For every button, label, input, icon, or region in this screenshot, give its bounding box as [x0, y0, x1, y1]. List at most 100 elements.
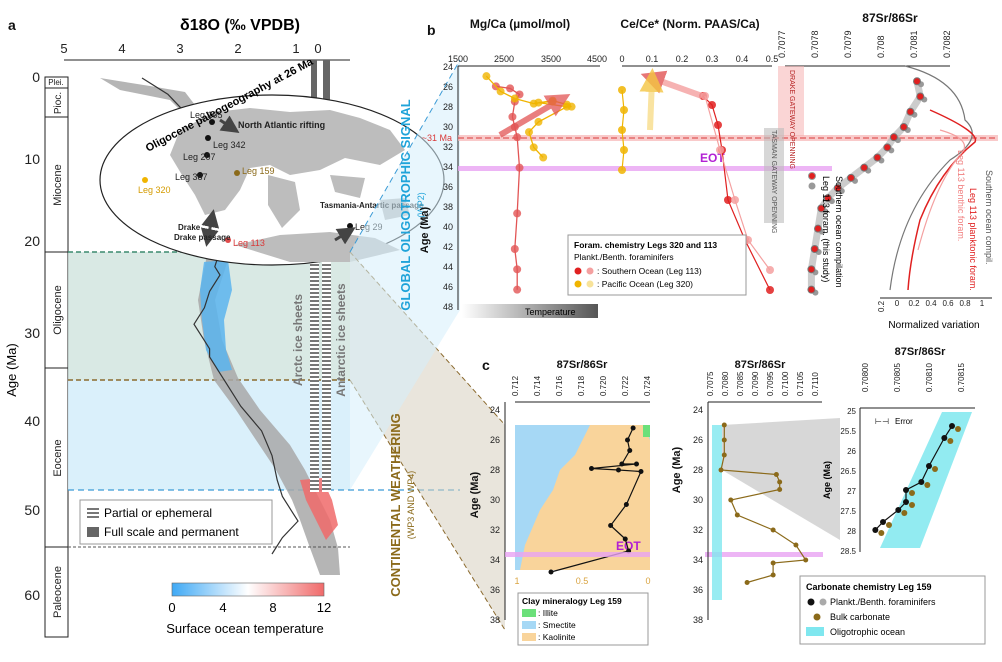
colorbar [171, 582, 325, 597]
c-ytick-34: 34 [490, 555, 500, 565]
zoom-bulk-point [878, 530, 885, 536]
zoom-wedge [722, 418, 840, 540]
bulk-carbonate-series [718, 422, 809, 585]
tasman-arrow [334, 227, 356, 245]
norm-plankt-curve [907, 109, 977, 291]
cece-point [618, 126, 626, 134]
zoom-title: 87Sr/86Sr [895, 346, 946, 358]
zoom-ytick-2: 26 [847, 447, 856, 456]
bulk-point [770, 560, 776, 566]
zoom-bulk-point [909, 502, 915, 508]
c-y-title: Age (Ma) [469, 471, 481, 518]
mgca-point [534, 117, 543, 126]
drake-label-1: Drake [178, 223, 201, 232]
bulk-point [721, 437, 727, 443]
clay-sr-series [548, 425, 644, 575]
b-y-title: Age (Ma) [419, 206, 431, 253]
kaolinite-area [520, 425, 650, 570]
bulk-point [777, 487, 783, 492]
b-legend-dot-paleyellow [586, 280, 594, 288]
mid-ytick-38: 38 [693, 615, 703, 625]
zoom-bulk-point [932, 466, 938, 472]
b-legend: Foram. chemistry Legs 320 and 113 Plankt… [567, 234, 747, 296]
zoom-ticks: 0.70800 0.70805 0.70810 0.70815 [861, 363, 966, 392]
cece-point [708, 101, 716, 109]
sr-tick-3: 0.708 [876, 35, 886, 58]
leg320-label: Leg 320 [138, 185, 171, 195]
arctic-label: Arctc ice sheets [291, 294, 305, 386]
mid-ytick-36: 36 [693, 585, 703, 595]
mgca-tick-4500: 4500 [587, 54, 607, 64]
leg342-label: Leg 342 [213, 140, 246, 150]
clay-sr-point [625, 437, 630, 443]
mgca-point [513, 133, 522, 142]
b-ytick-26: 26 [443, 82, 453, 92]
panel-a: a δ18O (‰ VPDB) 5 4 3 2 1 0 Age (Ma) 0 1… [4, 17, 460, 638]
mid-ticks: 0.7075 0.7080 0.7085 0.7090 0.7095 0.710… [706, 371, 820, 396]
clay-title: 87Sr/86Sr [557, 359, 608, 371]
cb-tick-8: 8 [269, 600, 276, 615]
clay-bottom-ticks: 1 0.5 0 [514, 576, 650, 586]
zoom-tick-1: 0.70805 [893, 363, 902, 392]
a-legend-box [79, 499, 273, 545]
clay-sr-point [623, 502, 629, 507]
norm-plankt-label: Leg 113 planktonic foram. [968, 188, 978, 291]
clay-btick-0: 0 [645, 576, 650, 586]
cece-tick-0: 0 [619, 54, 624, 64]
clay-sr-point [638, 469, 644, 474]
mid-y-title: Age (Ma) [671, 446, 683, 493]
norm-benthic-label: Leg 113 benthic foram. [956, 150, 966, 241]
clay-tick-3: 0.718 [577, 375, 586, 396]
zoom-tick-3: 0.70815 [957, 363, 966, 392]
mid-tick-7: 0.7110 [811, 372, 820, 396]
a-xtick-4: 4 [118, 41, 125, 56]
eot-band-c2 [705, 552, 823, 557]
bulk-point [803, 557, 809, 563]
zoom-ytick-7: 28.5 [840, 547, 856, 556]
wedge-line-3 [349, 59, 461, 253]
sr-point [916, 92, 925, 101]
b-legend-dot-pink [586, 267, 594, 275]
clay-tick-1: 0.714 [533, 375, 542, 396]
zoom-bulk-point [909, 490, 915, 496]
clay-sr-point [627, 448, 633, 453]
sr-point [823, 194, 832, 203]
mgca-point [515, 163, 524, 172]
mgca-point [534, 98, 543, 107]
zoom-y-ticks: 25 25.5 26 26.5 27 27.5 28 28.5 [840, 407, 856, 556]
b-ytick-44: 44 [443, 262, 453, 272]
clay-tick-4: 0.720 [599, 375, 608, 396]
mid-tick-0: 0.7075 [706, 371, 715, 396]
carb-dot-black [807, 598, 815, 606]
eot-label-b: EOT [700, 151, 725, 165]
b-ytick-46: 46 [443, 282, 453, 292]
temperature-label: Temperature [525, 307, 576, 317]
leg207-label: Leg 207 [183, 152, 216, 162]
sr-point [899, 123, 908, 131]
leg387-label: Leg 387 [175, 172, 208, 182]
cece-point [724, 196, 732, 204]
mgca-ticks: 1500 2500 3500 4500 [448, 54, 607, 64]
b-side-title: GLOBAL OLIGOTROPHIC SIGNAL [398, 99, 413, 310]
eocene-warm-shade [300, 478, 338, 540]
legend-full-swatch [87, 527, 99, 537]
norm-compil-label: Southern ocean compil. [984, 170, 994, 265]
a-xtick-0: 0 [314, 41, 321, 56]
a-xtick-2: 2 [234, 41, 241, 56]
sr-legend-dot-1 [808, 172, 816, 180]
bulk-point [770, 527, 776, 533]
mgca-tick-2500: 2500 [494, 54, 514, 64]
drake-band [778, 66, 804, 136]
cece-trend-arrow [640, 70, 704, 99]
epoch-miocene: Miocene [52, 164, 64, 206]
sr-legend-comp: Southern ocean compilation [834, 176, 844, 288]
zoom-series [872, 423, 961, 536]
b-legend-box [567, 234, 747, 296]
mid-ytick-24: 24 [693, 405, 703, 415]
atlantic-arrow [219, 115, 240, 133]
smectite-label: : Smectite [538, 620, 576, 630]
eocene-band [68, 380, 350, 490]
clay-sr-point [548, 569, 554, 575]
eot-band-c1 [505, 552, 650, 557]
bulk-point [718, 467, 724, 473]
